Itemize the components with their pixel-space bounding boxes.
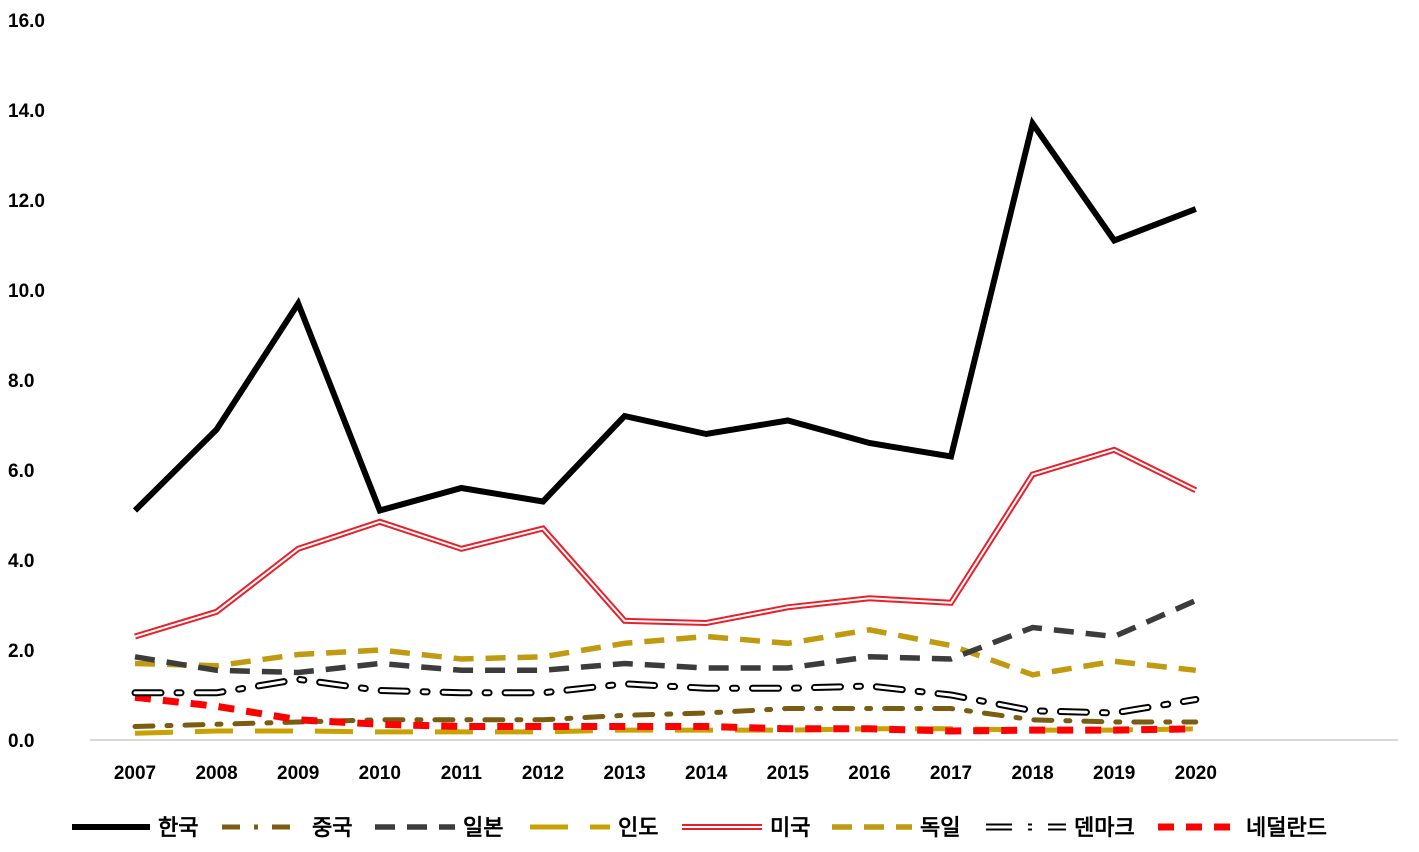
series-line-7 (131, 675, 1200, 717)
legend-item: 일본 (375, 816, 503, 841)
legend-label: 독일 (920, 816, 960, 841)
legend-item: 독일 (832, 816, 960, 841)
legend-label: 덴마크 (1074, 816, 1135, 841)
y-tick-label: 16.0 (8, 11, 45, 32)
legend-label: 일본 (463, 816, 503, 841)
series-line-5-inner (134, 448, 1197, 638)
legend-item: 인도 (530, 816, 658, 841)
legend-label: 중국 (312, 816, 352, 841)
y-tick-label: 12.0 (8, 191, 45, 212)
legend: 한국 중국 일본 인도 미국 독일 덴마크 네덜란드 (72, 816, 1327, 841)
series-line-3 (134, 597, 1197, 676)
x-tick-label: 2016 (848, 763, 890, 784)
y-tick-label: 14.0 (8, 101, 45, 122)
x-tick-label: 2015 (767, 763, 810, 784)
x-tick-label: 2019 (1093, 763, 1135, 784)
legend-label: 한국 (158, 816, 198, 841)
x-tick-label: 2011 (441, 763, 483, 784)
legend-label: 네덜란드 (1246, 816, 1327, 841)
x-tick-label: 2020 (1175, 763, 1217, 784)
series-lines (131, 116, 1200, 736)
y-tick-label: 8.0 (8, 371, 34, 392)
series-line-6 (134, 627, 1197, 678)
series-1-group (132, 116, 1197, 515)
series-5-group (134, 446, 1198, 640)
series-line-1 (132, 116, 1197, 515)
legend-item: 미국 (682, 816, 810, 841)
series-2-group (132, 706, 1199, 729)
x-tick-label: 2010 (359, 763, 401, 784)
legend-item: 덴마크 (986, 816, 1135, 841)
series-line-8 (134, 693, 1196, 735)
legend-item: 중국 (222, 816, 352, 841)
series-line-7-inner (133, 677, 1198, 715)
legend-label: 인도 (618, 816, 658, 841)
x-tick-label: 2008 (195, 763, 237, 784)
legend-item: 네덜란드 (1158, 816, 1327, 841)
x-tick-label: 2017 (930, 763, 972, 784)
legend-label: 미국 (770, 816, 810, 841)
y-axis-ticks: 0.0 2.0 4.0 6.0 8.0 10.0 12.0 14.0 16.0 (8, 11, 45, 752)
series-3-group (134, 597, 1197, 676)
y-tick-label: 10.0 (8, 281, 45, 302)
x-tick-label: 2007 (114, 763, 156, 784)
y-tick-label: 4.0 (8, 551, 34, 572)
legend-item: 한국 (72, 816, 198, 841)
y-tick-label: 0.0 (8, 731, 34, 752)
x-tick-label: 2013 (603, 763, 645, 784)
series-6-group (134, 627, 1197, 678)
y-tick-label: 6.0 (8, 461, 34, 482)
x-tick-label: 2018 (1011, 763, 1053, 784)
series-line-2 (132, 706, 1199, 729)
series-line-5 (134, 446, 1198, 640)
x-axis-ticks: 2007 2008 2009 2010 2011 2012 2013 2014 2015 2016… (114, 763, 1217, 784)
x-tick-label: 2009 (277, 763, 319, 784)
series-7-group (131, 675, 1200, 717)
x-tick-label: 2012 (522, 763, 564, 784)
y-tick-label: 2.0 (8, 641, 34, 662)
x-tick-label: 2014 (685, 763, 728, 784)
series-8-group (134, 693, 1196, 735)
